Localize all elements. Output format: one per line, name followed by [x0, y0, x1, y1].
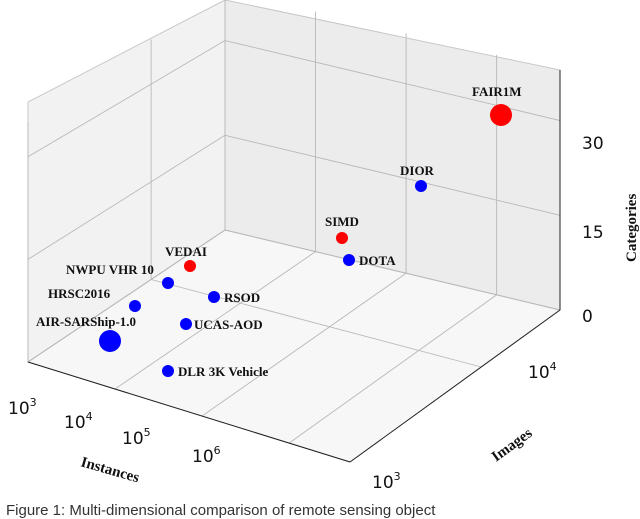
categories-axis-title: Categories: [624, 194, 640, 262]
categories-tick-15: 15: [582, 223, 604, 243]
label-ucas-aod: UCAS-AOD: [194, 317, 263, 332]
back-panes: [26, 0, 562, 463]
scatter-3d-chart: 103 104 105 106 103 104 30 15 0 Instance…: [8, 0, 640, 493]
grid-category-left-2: [27, 40, 226, 158]
point-simd: [336, 232, 348, 244]
grid-instances-floor-2: [201, 272, 407, 417]
grid-images-floor-1: [151, 279, 482, 368]
label-rsod: RSOD: [224, 290, 260, 305]
label-simd: SIMD: [325, 214, 359, 229]
images-tick-1: 104: [528, 360, 557, 383]
categories-tick-30: 30: [582, 134, 604, 154]
grid-instances-floor-0: [27, 229, 226, 363]
point-air-sarship-1-0: [99, 330, 121, 352]
instances-axis-title: Instances: [79, 454, 141, 486]
grid-category-right-1: [224, 134, 561, 216]
data-points: [99, 104, 512, 377]
categories-tick-0: 0: [582, 307, 593, 327]
images-axis-title: Images: [489, 425, 536, 465]
point-dior: [415, 180, 427, 192]
label-dior: DIOR: [400, 163, 435, 178]
label-air-sarship-1-0: AIR-SARShip-1.0: [36, 314, 136, 329]
point-rsod: [208, 291, 220, 303]
images-tick-0: 103: [372, 470, 401, 493]
grid-instances-floor-3: [288, 294, 497, 444]
point-fair1m: [490, 104, 512, 126]
figure-caption: Figure 1: Multi-dimensional comparison o…: [6, 502, 436, 519]
label-dota: DOTA: [359, 253, 396, 268]
point-dlr-3k-vehicle: [162, 365, 174, 377]
point-dota: [343, 254, 355, 266]
label-dlr-3k-vehicle: DLR 3K Vehicle: [178, 364, 269, 379]
label-nwpu-vhr-10: NWPU VHR 10: [66, 262, 154, 277]
grid-category-right-0: [224, 229, 561, 311]
instances-tick-2: 105: [122, 426, 151, 449]
label-hrsc2016: HRSC2016: [48, 286, 111, 301]
point-nwpu-vhr-10: [162, 277, 174, 289]
instances-tick-3: 106: [192, 444, 221, 467]
label-vedai: VEDAI: [165, 244, 207, 259]
images-axis-line: [349, 309, 561, 463]
label-fair1m: FAIR1M: [472, 84, 522, 99]
grid-instances-floor-1: [114, 251, 316, 390]
instances-axis-line: [27, 361, 351, 463]
point-ucas-aod: [180, 318, 192, 330]
point-labels: FAIR1M DIOR SIMD DOTA VEDAI NWPU VHR 10 …: [36, 84, 522, 379]
point-vedai: [184, 260, 196, 272]
instances-tick-1: 104: [64, 410, 93, 433]
instances-tick-0: 103: [8, 396, 37, 419]
point-hrsc2016: [129, 300, 141, 312]
grid-category-left-1: [27, 134, 226, 260]
